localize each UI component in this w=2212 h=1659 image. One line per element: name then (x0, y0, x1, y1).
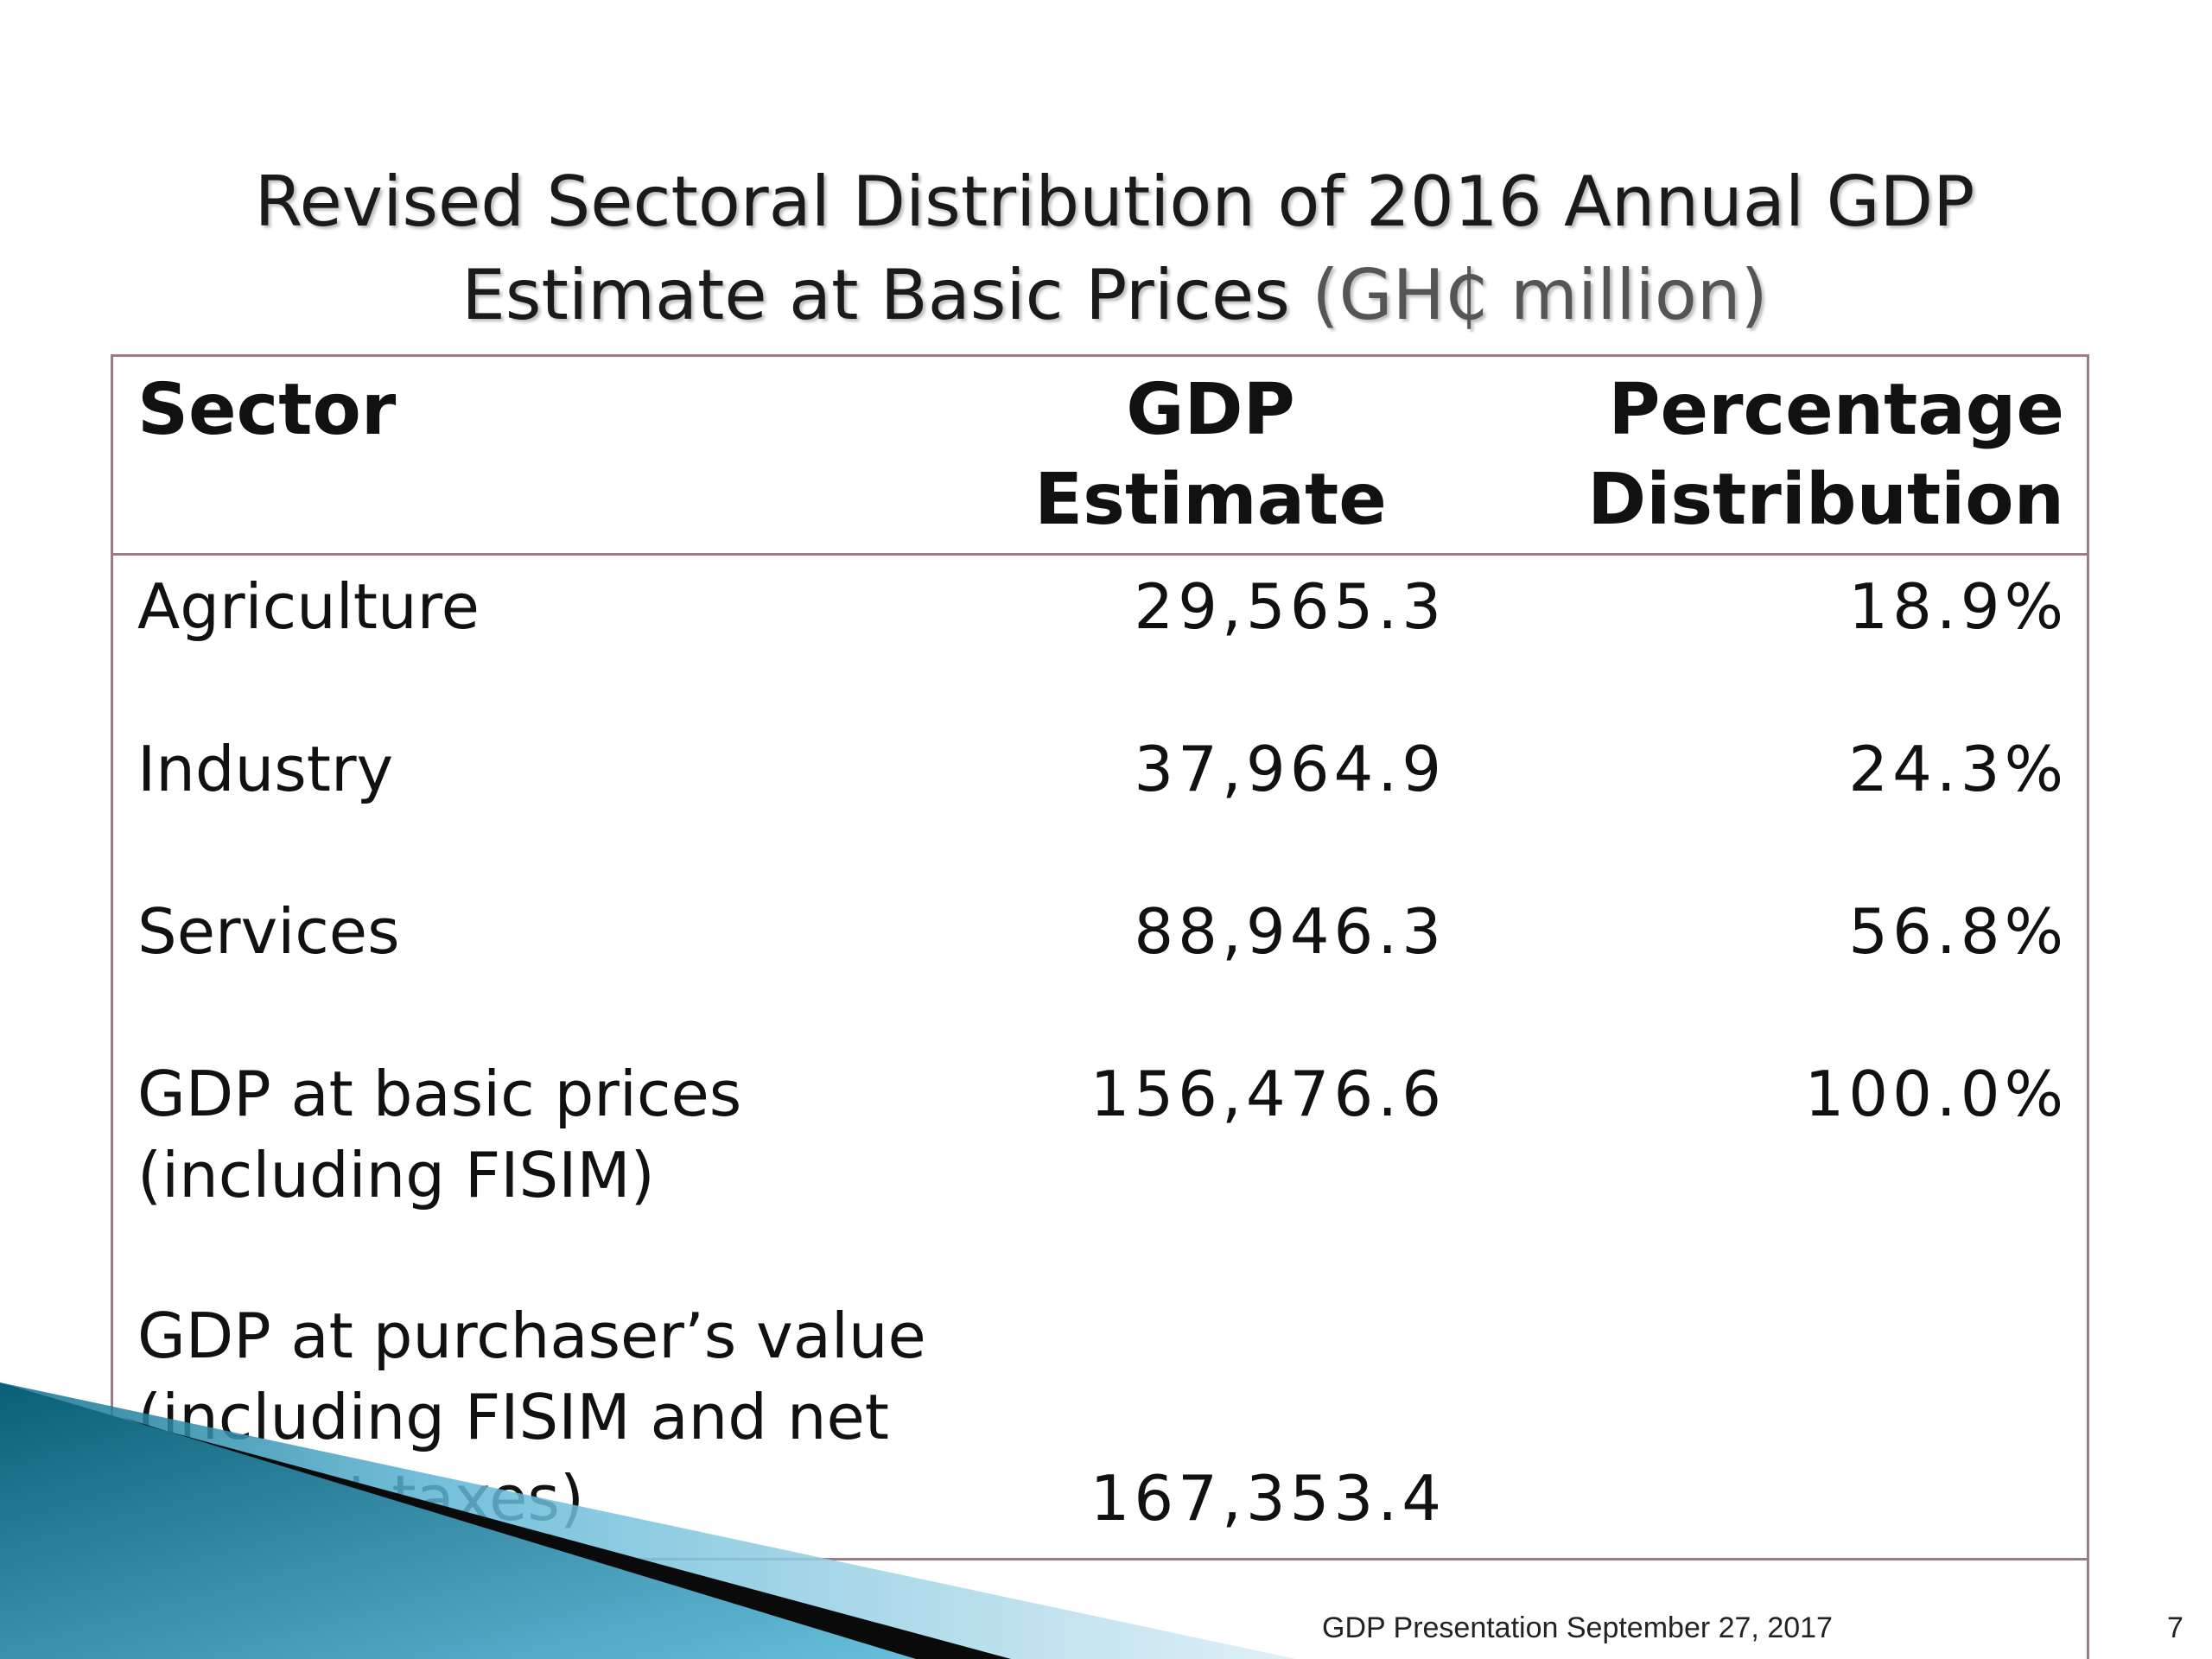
header-sector: Sector (137, 365, 396, 455)
row-sector-line1: GDP at basic prices (137, 1058, 742, 1130)
row-sector: GDP at basic prices (including FISIM) (137, 1053, 1088, 1216)
row-pct: 24.3% (1848, 733, 2068, 805)
table-header: Sector GDP Estimate Percentage Distribut… (113, 357, 2087, 556)
row-pct: 56.8% (1848, 895, 2068, 968)
row-gdp: 156,476.6 (1090, 1058, 1446, 1130)
header-gdp-line2: Estimate (1034, 459, 1387, 541)
footer-text: GDP Presentation September 27, 2017 (1322, 1611, 1833, 1644)
row-gdp: 88,946.3 (1134, 895, 1446, 968)
row-gdp: 29,565.3 (1134, 570, 1446, 643)
header-pct-line1: Percentage (1608, 369, 2064, 451)
row-sector: Services (137, 895, 400, 968)
row-pct: 100.0% (1804, 1058, 2068, 1130)
header-pct-line2: Distribution (1587, 459, 2064, 541)
title-unit: (GH₵ million) (1312, 255, 1768, 335)
header-gdp-line1: GDP (1126, 369, 1295, 451)
row-pct: 18.9% (1848, 570, 2068, 643)
row-sector: Agriculture (137, 570, 480, 643)
title-main: Revised Sectoral Distribution of 2016 An… (254, 162, 1975, 335)
row-sector: Industry (137, 733, 394, 805)
row-gdp: 37,964.9 (1134, 733, 1446, 805)
row-sector-line2: (including FISIM and net (137, 1381, 889, 1453)
row-sector-line3: indirect taxes) (137, 1462, 585, 1535)
row-gdp: 167,353.4 (1090, 1462, 1446, 1535)
row-sector-line1: GDP at purchaser’s value (137, 1300, 926, 1372)
page-number: 7 (2167, 1611, 2183, 1644)
gdp-table: Sector GDP Estimate Percentage Distribut… (111, 354, 2089, 1659)
slide-title: Revised Sectoral Distribution of 2016 An… (173, 156, 2056, 342)
table-bottom-divider (113, 1558, 2087, 1560)
row-sector: GDP at purchaser’s value (including FISI… (137, 1295, 1088, 1539)
row-sector-line2: (including FISIM) (137, 1139, 655, 1211)
header-percentage-distribution: Percentage Distribution (1546, 365, 2064, 545)
header-gdp-estimate: GDP Estimate (1020, 365, 1401, 545)
header-sector-label: Sector (137, 369, 397, 451)
